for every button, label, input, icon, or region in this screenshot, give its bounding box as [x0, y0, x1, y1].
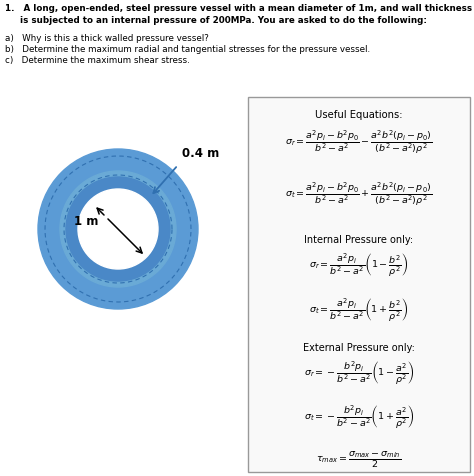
Text: $\sigma_r = \dfrac{a^2p_i - b^2p_0}{b^2-a^2} - \dfrac{a^2b^2(p_i-p_0)}{(b^2-a^2): $\sigma_r = \dfrac{a^2p_i - b^2p_0}{b^2-… — [285, 128, 433, 156]
Text: $\tau_{max} = \dfrac{\sigma_{max} - \sigma_{min}}{2}$: $\tau_{max} = \dfrac{\sigma_{max} - \sig… — [316, 449, 401, 469]
Text: External Pressure only:: External Pressure only: — [303, 342, 415, 352]
Circle shape — [78, 189, 158, 269]
Text: is subjected to an internal pressure of 200MPa. You are asked to do the followin: is subjected to an internal pressure of … — [5, 16, 427, 25]
Text: 0.4 m: 0.4 m — [182, 147, 219, 159]
Text: 1.   A long, open-ended, steel pressure vessel with a mean diameter of 1m, and w: 1. A long, open-ended, steel pressure ve… — [5, 4, 474, 13]
Text: $\sigma_t = \dfrac{a^2 p_i}{b^2-a^2}\left(1 + \dfrac{b^2}{\rho^2}\right)$: $\sigma_t = \dfrac{a^2 p_i}{b^2-a^2}\lef… — [310, 296, 409, 323]
Text: $\sigma_r = \dfrac{a^2 p_i}{b^2-a^2}\left(1 - \dfrac{b^2}{\rho^2}\right)$: $\sigma_r = \dfrac{a^2 p_i}{b^2-a^2}\lef… — [310, 250, 409, 278]
Text: b)   Determine the maximum radial and tangential stresses for the pressure vesse: b) Determine the maximum radial and tang… — [5, 45, 370, 54]
Text: $\sigma_t = \dfrac{a^2p_i - b^2p_0}{b^2-a^2} + \dfrac{a^2b^2(p_i-p_0)}{(b^2-a^2): $\sigma_t = \dfrac{a^2p_i - b^2p_0}{b^2-… — [285, 179, 433, 208]
Text: 1 m: 1 m — [73, 215, 98, 228]
Text: Useful Equations:: Useful Equations: — [315, 110, 403, 120]
Text: $\sigma_r = -\dfrac{b^2 p_i}{b^2-a^2}\left(1 - \dfrac{a^2}{\rho^2}\right)$: $\sigma_r = -\dfrac{b^2 p_i}{b^2-a^2}\le… — [304, 358, 414, 386]
FancyBboxPatch shape — [248, 98, 470, 472]
Text: a)   Why is this a thick walled pressure vessel?: a) Why is this a thick walled pressure v… — [5, 34, 209, 43]
Text: Internal Pressure only:: Internal Pressure only: — [304, 235, 413, 245]
Text: c)   Determine the maximum shear stress.: c) Determine the maximum shear stress. — [5, 56, 190, 65]
Circle shape — [38, 149, 198, 309]
Circle shape — [60, 172, 176, 288]
Circle shape — [66, 178, 170, 281]
Text: $\sigma_t = -\dfrac{b^2 p_i}{b^2-a^2}\left(1 + \dfrac{a^2}{\rho^2}\right)$: $\sigma_t = -\dfrac{b^2 p_i}{b^2-a^2}\le… — [304, 402, 414, 430]
